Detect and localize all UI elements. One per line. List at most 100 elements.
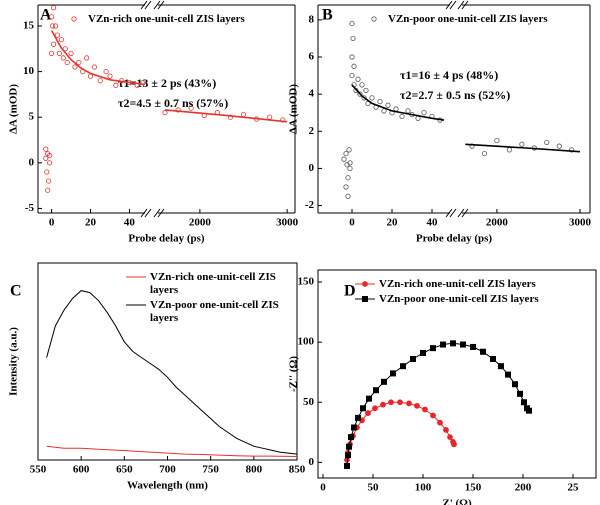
x-tick-label: 750	[202, 464, 219, 476]
marker	[422, 406, 428, 413]
series-line	[50, 30, 288, 123]
marker	[60, 55, 66, 61]
marker	[447, 434, 453, 441]
marker	[381, 108, 387, 114]
legend-label: VZn-rich one-unit-cell ZIS layers	[150, 271, 276, 296]
marker	[346, 147, 352, 153]
marker	[188, 105, 194, 111]
marker	[355, 414, 361, 421]
marker	[43, 146, 49, 152]
x-tick-label: 0	[349, 217, 355, 229]
marker	[84, 55, 90, 61]
marker	[97, 78, 103, 84]
marker	[451, 441, 457, 448]
marker	[437, 419, 443, 426]
marker	[381, 378, 387, 385]
series-line	[351, 84, 581, 153]
marker	[348, 434, 354, 441]
marker	[377, 98, 383, 105]
marker	[43, 155, 49, 161]
y-tick-label: 8	[309, 13, 315, 25]
x-tick-label: 700	[159, 464, 176, 476]
marker	[54, 32, 61, 38]
marker	[346, 443, 352, 450]
x-tick-label: 550	[30, 464, 47, 476]
y-tick-label: 50	[303, 396, 315, 408]
marker	[103, 68, 109, 75]
marker	[405, 108, 411, 114]
x-tick-label: 3000	[276, 217, 299, 229]
y-tick-label: 0	[29, 156, 35, 168]
panel: 0 20 40 2000 3000 -5 0 5 10 15 Probe delay (ps) ΔA …	[8, 0, 299, 245]
marker	[50, 41, 57, 47]
marker	[341, 156, 347, 162]
marker	[517, 390, 523, 397]
marker	[372, 405, 378, 412]
marker	[410, 355, 416, 362]
marker	[345, 452, 351, 459]
plot-frame	[317, 269, 597, 479]
marker	[490, 355, 496, 362]
marker	[371, 16, 377, 22]
y-axis-title: -Z'' (Ω)	[288, 356, 300, 392]
y-axis-title: ΔA (mOD)	[8, 84, 20, 134]
marker	[345, 193, 351, 199]
y-tick-label: 10	[23, 65, 35, 77]
marker	[556, 143, 562, 149]
marker	[64, 59, 70, 66]
x-tick-label: 40	[427, 217, 439, 229]
marker	[72, 64, 78, 70]
marker	[351, 424, 357, 431]
legend-label: VZn-poor one-unit-cell ZIS layers	[388, 13, 548, 25]
marker	[49, 23, 56, 29]
marker	[521, 399, 527, 406]
marker	[351, 63, 357, 69]
marker	[470, 343, 476, 350]
marker	[526, 407, 532, 414]
marker	[393, 106, 399, 112]
marker	[227, 114, 234, 120]
x-tick-label: 25	[568, 482, 580, 494]
marker	[380, 401, 386, 408]
axis-break	[153, 0, 165, 218]
x-tick-label: 3000	[569, 217, 592, 229]
marker	[345, 175, 351, 181]
annotation: τ2=4.5 ± 0.7 ns (57%)	[118, 96, 228, 110]
marker	[544, 139, 550, 146]
x-tick-label: 2000	[189, 217, 212, 229]
y-tick-label: 0	[309, 456, 315, 468]
marker	[397, 399, 403, 406]
axis-break	[140, 0, 152, 218]
marker	[267, 114, 273, 120]
legend-item: VZn-poor one-unit-cell ZIS layers	[388, 13, 548, 25]
marker	[399, 113, 405, 120]
marker	[443, 427, 449, 433]
marker	[350, 35, 356, 42]
marker	[373, 387, 379, 394]
marker	[406, 400, 412, 407]
x-tick-label: 850	[289, 464, 306, 476]
marker	[347, 165, 353, 172]
x-axis-title: Z' (Ω)	[442, 498, 472, 505]
series-line	[46, 290, 298, 455]
marker	[450, 340, 456, 347]
marker	[162, 110, 168, 116]
y-tick-label: -2	[305, 199, 315, 211]
x-tick-label: 20	[85, 217, 97, 229]
marker	[349, 72, 355, 79]
marker	[58, 37, 64, 43]
axis-break	[457, 0, 469, 218]
legend-item: VZn-rich one-unit-cell ZIS layers	[379, 278, 536, 290]
marker	[47, 160, 53, 166]
marker	[430, 345, 436, 352]
panel-label: D	[344, 283, 356, 300]
y-tick-label: 6	[309, 51, 315, 63]
x-tick-label: 20	[387, 217, 399, 229]
marker	[506, 147, 512, 153]
y-tick-label: 4	[309, 88, 315, 100]
legend-item: VZn-poor one-unit-cell ZIS layers	[379, 293, 539, 305]
marker	[68, 50, 74, 56]
marker	[519, 141, 525, 147]
legend-item: VZn-poor one-unit-cell ZIS layers	[150, 299, 279, 324]
y-tick-label: 15	[23, 20, 35, 32]
